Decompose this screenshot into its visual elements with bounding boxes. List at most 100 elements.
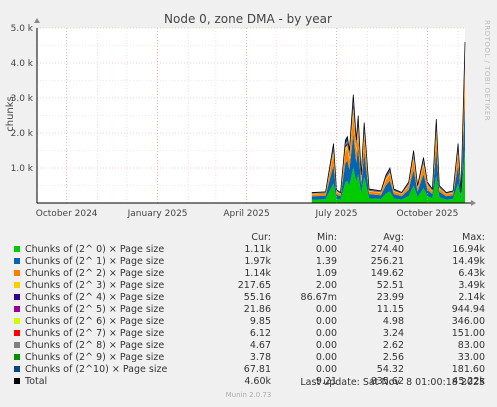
y-tick-label: 4.0 k xyxy=(11,59,34,69)
legend-swatch xyxy=(14,342,20,348)
legend-row: Chunks of (2^ 6) × Page size 9.85 0.00 4.98… xyxy=(0,316,497,328)
legend-avg-value: 54.32 xyxy=(376,364,404,375)
legend-label: Chunks of (2^ 6) × Page size xyxy=(25,316,165,327)
legend-label: Chunks of (2^ 2) × Page size xyxy=(25,268,165,279)
legend-min-value: 0.00 xyxy=(315,352,337,363)
rrdtool-credit: RRDTOOL / TOBI OETIKER xyxy=(483,20,491,122)
legend-cur-value: 6.12 xyxy=(249,328,271,339)
total-line xyxy=(311,41,466,194)
y-tick-label: 1.0 k xyxy=(11,164,34,174)
legend-header-cur: Cur: xyxy=(251,232,271,243)
legend-min-value: 0.00 xyxy=(315,304,337,315)
area-series-0 xyxy=(311,150,465,203)
last-update: Last update: Sat Nov 8 01:00:18 2025 xyxy=(300,377,485,388)
legend-swatch xyxy=(14,318,20,324)
legend-cur-value: 4.60k xyxy=(244,376,271,387)
legend-header-max: Max: xyxy=(462,232,485,243)
legend-row: Chunks of (2^ 0) × Page size 1.11k 0.00 274… xyxy=(0,244,497,256)
legend-min-value: 86.67m xyxy=(300,292,337,303)
data-areas xyxy=(311,41,466,203)
legend-avg-value: 11.15 xyxy=(376,304,404,315)
legend-min-value: 0.00 xyxy=(315,316,337,327)
legend-cur-value: 9.85 xyxy=(249,316,271,327)
legend-swatch xyxy=(14,330,20,336)
legend-cur-value: 3.78 xyxy=(249,352,271,363)
legend-avg-value: 3.24 xyxy=(382,328,404,339)
legend-row: Chunks of (2^ 3) × Page size 217.65 2.00 52… xyxy=(0,280,497,292)
legend-label: Chunks of (2^ 4) × Page size xyxy=(25,292,165,303)
legend-row: Chunks of (2^ 5) × Page size 21.86 0.00 11.… xyxy=(0,304,497,316)
y-tick-label: 3.0 k xyxy=(11,94,34,104)
x-axis-arrow xyxy=(471,200,476,206)
x-tick-label: October 2024 xyxy=(36,209,98,219)
legend-avg-value: 2.62 xyxy=(382,340,404,351)
legend-max-value: 83.00 xyxy=(457,340,485,351)
legend-label: Total xyxy=(25,376,48,387)
x-tick-label: January 2025 xyxy=(127,209,188,219)
x-axis-ticks: October 2024 January 2025 April 2025 July 2… xyxy=(36,28,458,219)
legend-swatch xyxy=(14,258,20,264)
x-tick-label: July 2025 xyxy=(315,209,358,219)
legend-label: Chunks of (2^ 8) × Page size xyxy=(25,340,165,351)
legend-header: Cur: Min: Avg: Max: xyxy=(0,232,497,244)
legend-swatch xyxy=(14,354,20,360)
legend-header-min: Min: xyxy=(316,232,337,243)
legend-min-value: 2.00 xyxy=(315,280,337,291)
legend-cur-value: 1.97k xyxy=(244,256,271,267)
legend-row: Chunks of (2^ 2) × Page size 1.14k 1.09 149… xyxy=(0,268,497,280)
legend-avg-value: 52.51 xyxy=(376,280,404,291)
area-series-1 xyxy=(311,100,465,200)
y-axis-ticks: 5.0 k 4.0 k 3.0 k 2.0 k 1.0 k xyxy=(11,24,34,174)
legend-label: Chunks of (2^ 3) × Page size xyxy=(25,280,165,291)
legend-row: Chunks of (2^10) × Page size 67.81 0.00 54.… xyxy=(0,364,497,376)
legend-cur-value: 1.14k xyxy=(244,268,271,279)
legend-avg-value: 4.98 xyxy=(382,316,404,327)
legend-cur-value: 217.65 xyxy=(237,280,271,291)
y-axis-arrow xyxy=(34,18,40,23)
legend-avg-value: 274.40 xyxy=(370,244,404,255)
legend-max-value: 6.43k xyxy=(458,268,485,279)
legend-min-value: 0.00 xyxy=(315,364,337,375)
legend-min-value: 0.00 xyxy=(315,328,337,339)
legend-min-value: 1.39 xyxy=(315,256,337,267)
legend-max-value: 14.49k xyxy=(452,256,485,267)
legend-max-value: 45.22k xyxy=(452,376,485,387)
legend-swatch xyxy=(14,270,20,276)
legend-cur-value: 1.11k xyxy=(244,244,271,255)
legend-row: Chunks of (2^ 9) × Page size 3.78 0.00 2.56… xyxy=(0,352,497,364)
legend-label: Chunks of (2^ 9) × Page size xyxy=(25,352,165,363)
legend-label: Chunks of (2^10) × Page size xyxy=(25,364,168,375)
legend-avg-value: 2.56 xyxy=(382,352,404,363)
legend-max-value: 33.00 xyxy=(457,352,485,363)
footer-version: Munin 2.0.73 xyxy=(225,391,272,399)
legend-label: Chunks of (2^ 1) × Page size xyxy=(25,256,165,267)
legend-max-value: 346.00 xyxy=(451,316,485,327)
legend-cur-value: 4.67 xyxy=(249,340,271,351)
legend-max-value: 2.14k xyxy=(458,292,485,303)
plot-background xyxy=(37,28,465,203)
legend-min-value: 0.00 xyxy=(315,244,337,255)
chart-title: Node 0, zone DMA - by year xyxy=(164,12,332,26)
legend-cur-value: 67.81 xyxy=(243,364,271,375)
legend-row: Chunks of (2^ 1) × Page size 1.97k 1.39 256… xyxy=(0,256,497,268)
legend-max-value: 181.60 xyxy=(451,364,485,375)
legend-swatch xyxy=(14,294,20,300)
legend-row: Total 4.60k 9.21 835.62 45.22k xyxy=(0,376,497,388)
y-tick-label: 5.0 k xyxy=(11,24,34,34)
legend-label: Chunks of (2^ 7) × Page size xyxy=(25,328,165,339)
x-tick-label: April 2025 xyxy=(223,209,269,219)
legend-label: Chunks of (2^ 5) × Page size xyxy=(25,304,165,315)
legend-cur-value: 21.86 xyxy=(243,304,271,315)
legend-row: Chunks of (2^ 4) × Page size 55.16 86.67m 2… xyxy=(0,292,497,304)
legend-max-value: 944.94 xyxy=(451,304,485,315)
legend-avg-value: 256.21 xyxy=(370,256,404,267)
legend-min-value: 1.09 xyxy=(315,268,337,279)
legend-cur-value: 55.16 xyxy=(243,292,271,303)
legend-max-value: 151.00 xyxy=(451,328,485,339)
legend-max-value: 16.94k xyxy=(452,244,485,255)
legend-avg-value: 23.99 xyxy=(376,292,404,303)
legend-header-avg: Avg: xyxy=(383,232,404,243)
legend-avg-value: 835.62 xyxy=(370,376,404,387)
y-axis-label: chunks xyxy=(5,96,16,132)
legend-row: Chunks of (2^ 8) × Page size 4.67 0.00 2.62… xyxy=(0,340,497,352)
